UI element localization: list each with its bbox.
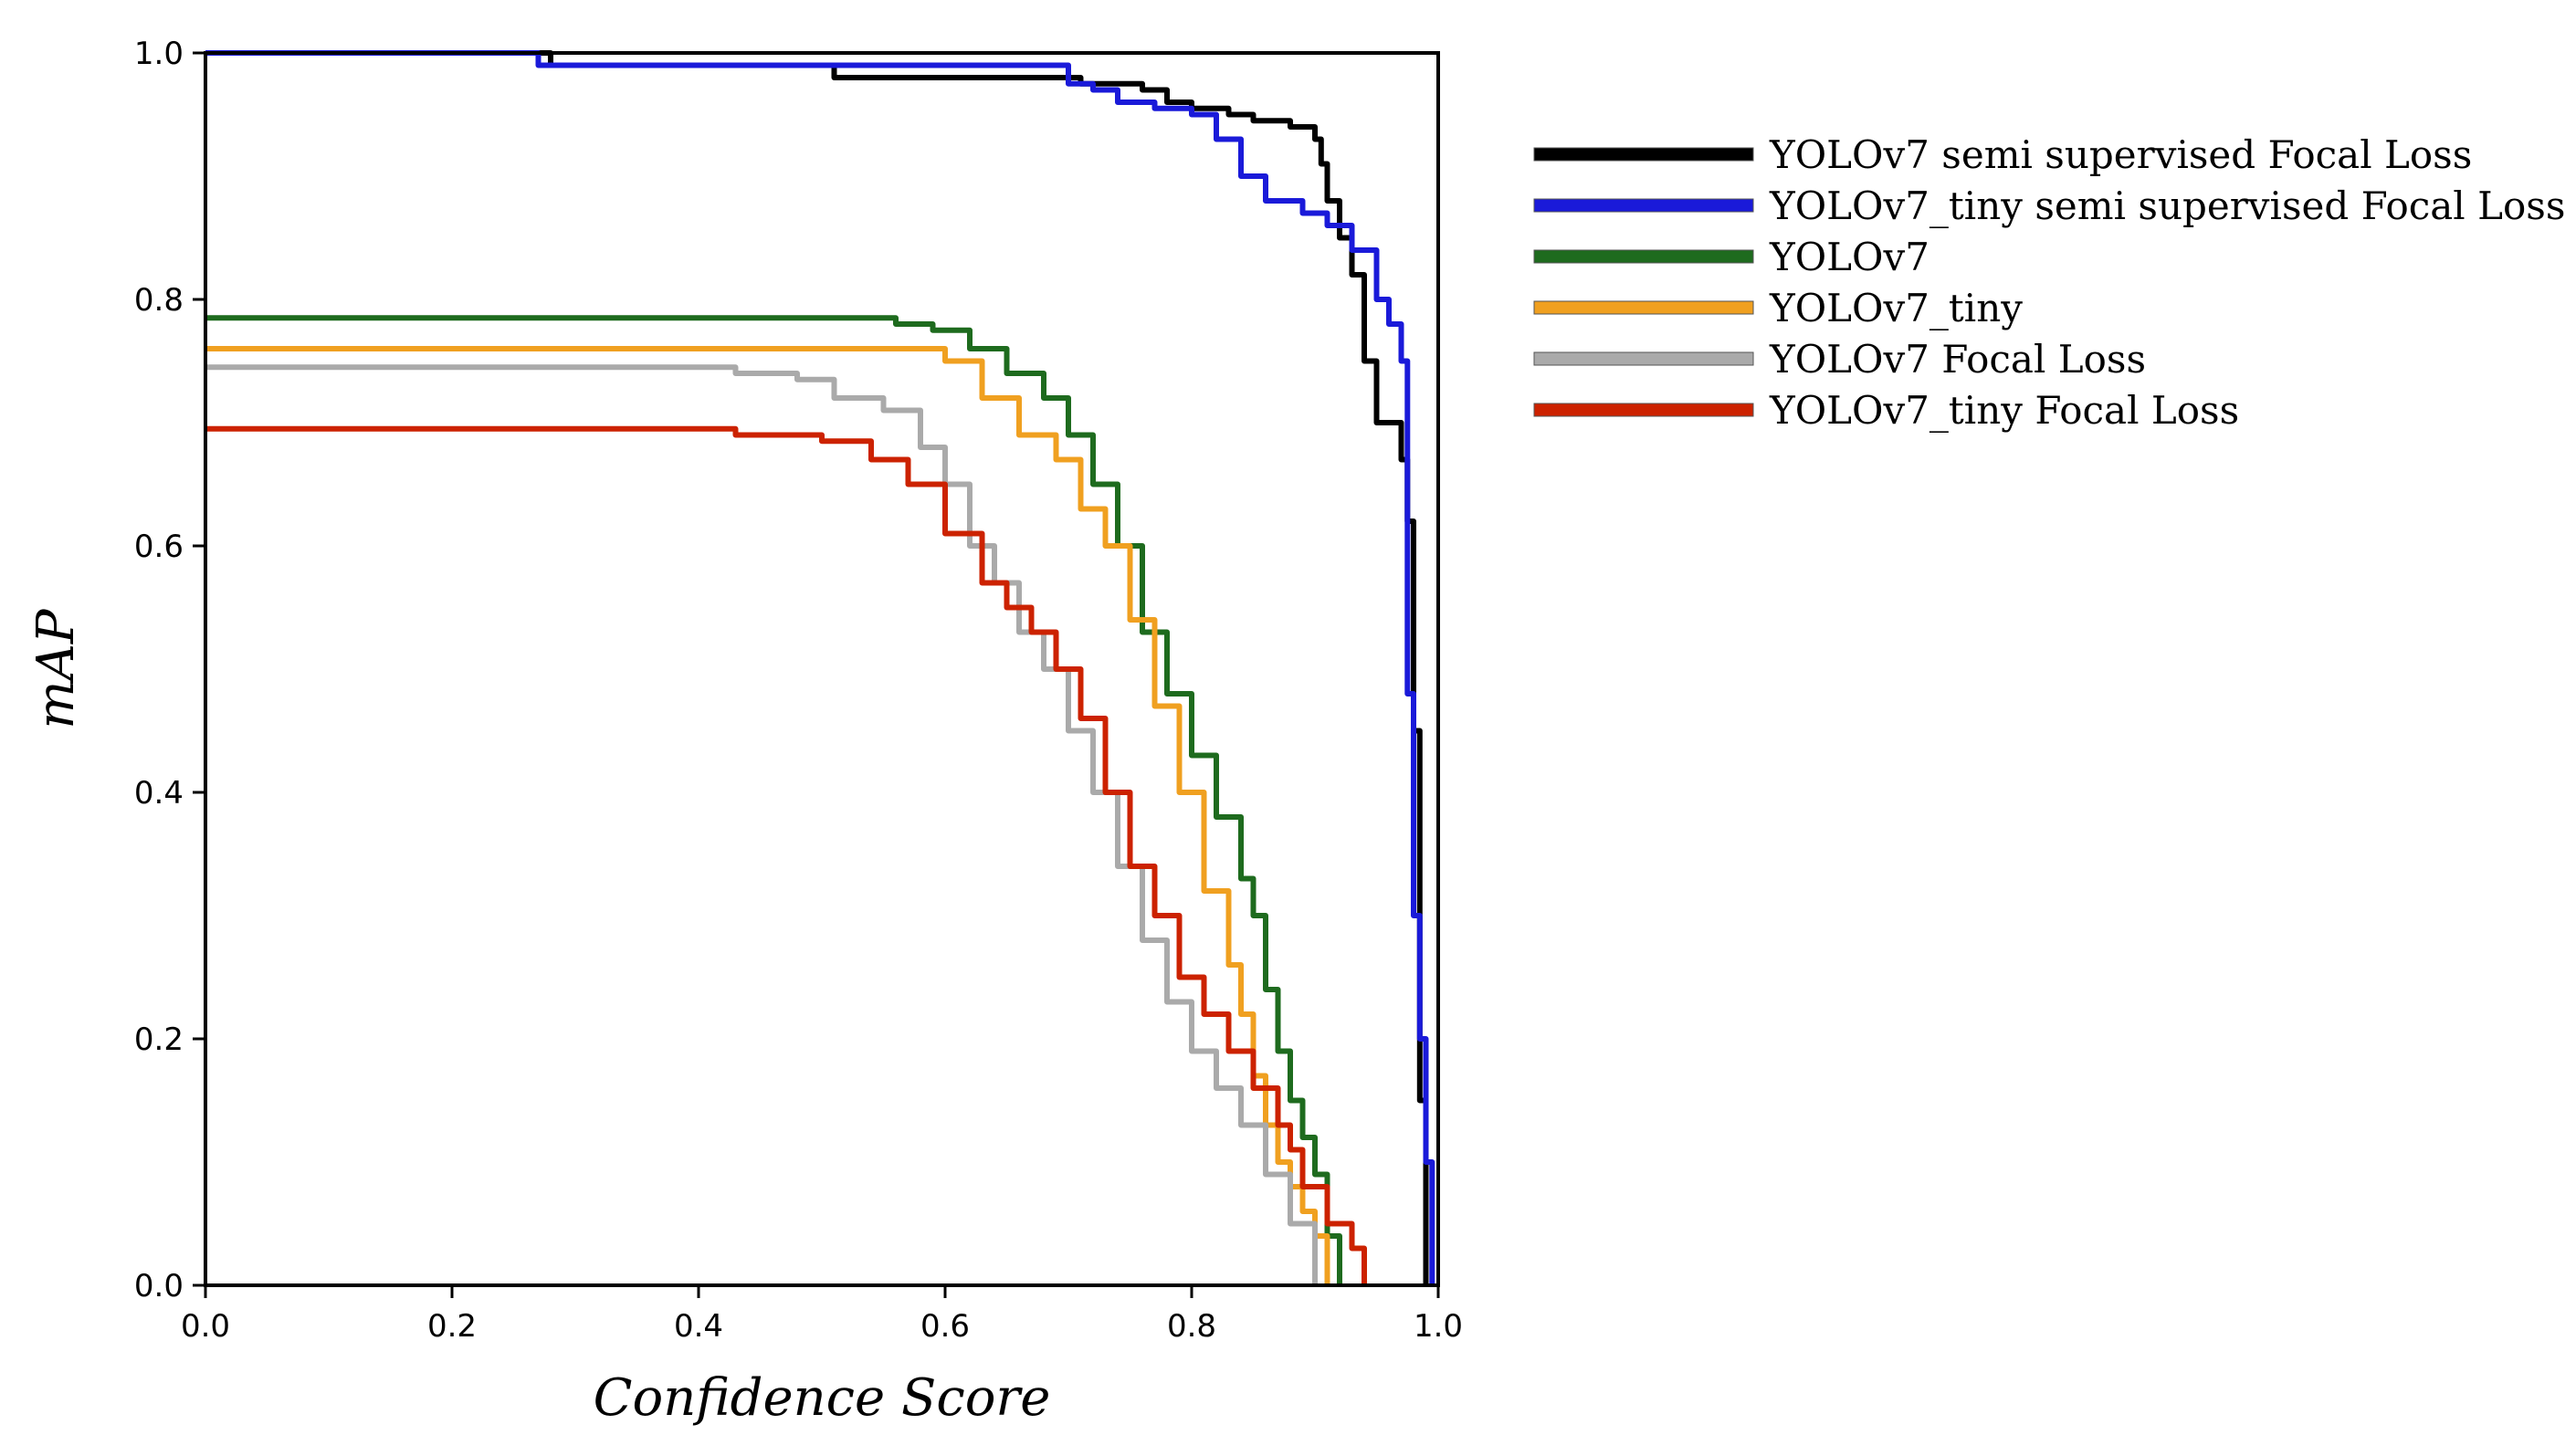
legend: YOLOv7 semi supervised Focal Loss YOLOv7_… xyxy=(1533,132,2565,433)
series-line-5 xyxy=(205,425,1367,1285)
legend-swatch-5 xyxy=(1533,403,1754,417)
y-tick-label: 1.0 xyxy=(134,36,184,72)
legend-label-2: YOLOv7 xyxy=(1769,235,1929,279)
y-tick-label: 0.8 xyxy=(134,282,184,319)
legend-swatch-4 xyxy=(1533,351,1754,366)
series-line-1 xyxy=(205,50,1435,1285)
y-tick-label: 0.2 xyxy=(134,1021,184,1058)
x-axis-title: Confidence Score xyxy=(594,1368,1051,1428)
legend-swatch-1 xyxy=(1533,198,1754,213)
y-tick-label: 0.4 xyxy=(134,775,184,812)
legend-label-0: YOLOv7 semi supervised Focal Loss xyxy=(1769,132,2472,177)
x-tick-label: 0.2 xyxy=(427,1308,477,1345)
y-axis: 0.0 0.2 0.4 0.6 0.8 1.0 xyxy=(134,36,205,1304)
y-tick-label: 0.0 xyxy=(134,1268,184,1304)
plot-frame xyxy=(204,51,1440,1287)
x-axis: 0.0 0.2 0.4 0.6 0.8 1.0 xyxy=(181,1285,1463,1345)
series-line-2 xyxy=(205,315,1342,1285)
series-layer xyxy=(205,50,1435,1285)
legend-label-1: YOLOv7_tiny semi supervised Focal Loss xyxy=(1769,183,2565,228)
series-line-3 xyxy=(205,346,1330,1285)
x-tick-label: 0.4 xyxy=(674,1308,723,1345)
legend-swatch-2 xyxy=(1533,249,1754,264)
legend-label-4: YOLOv7 Focal Loss xyxy=(1769,337,2146,382)
x-tick-label: 0.8 xyxy=(1167,1308,1216,1345)
y-axis-title: mAP xyxy=(26,608,86,729)
x-tick-label: 1.0 xyxy=(1414,1308,1463,1345)
y-tick-label: 0.6 xyxy=(134,529,184,565)
legend-label-5: YOLOv7_tiny Focal Loss xyxy=(1769,388,2239,433)
series-line-4 xyxy=(205,364,1318,1285)
series-line-0 xyxy=(205,50,1429,1285)
legend-swatch-0 xyxy=(1533,147,1754,162)
x-tick-label: 0.6 xyxy=(920,1308,970,1345)
x-tick-label: 0.0 xyxy=(181,1308,230,1345)
legend-swatch-3 xyxy=(1533,300,1754,315)
legend-label-3: YOLOv7_tiny xyxy=(1769,286,2023,330)
